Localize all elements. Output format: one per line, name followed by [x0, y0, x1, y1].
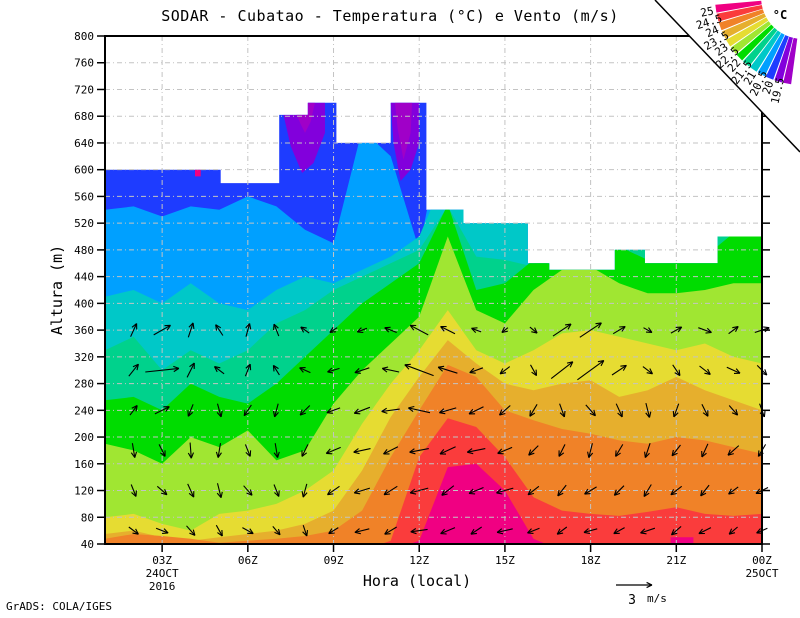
grid-lines — [105, 36, 762, 544]
x-tick-label: 06Z — [238, 554, 258, 567]
x-tick-label: 18Z — [581, 554, 601, 567]
generated-chart-layers: 800 760 720 680 640 600 560 520 480 440 400 360 320 2… — [74, 0, 800, 593]
legend-level-label: 23 — [712, 41, 730, 59]
contour-field — [105, 102, 762, 545]
y-tick-label: 360 — [74, 324, 94, 337]
legend-wedge — [716, 5, 763, 22]
legend-wedge — [774, 36, 793, 83]
y-tick-label: 680 — [74, 110, 94, 123]
y-tick-label: 80 — [81, 511, 94, 524]
band-below-25 — [105, 463, 762, 545]
x-tick-label: 15Z — [495, 554, 515, 567]
y-tick-label: 560 — [74, 190, 94, 203]
wind-vectors — [128, 322, 770, 537]
legend-level-label: 19.5 — [768, 76, 787, 105]
legend-wedge — [743, 27, 778, 67]
legend-diagonal — [654, 0, 800, 153]
y-tick-label: 720 — [74, 83, 94, 96]
wind-scale-unit: m/s — [647, 592, 667, 605]
y-tick-label: 200 — [74, 431, 94, 444]
x-date-label: 24OCT — [146, 567, 179, 580]
y-tick-label: 520 — [74, 217, 94, 230]
y-tick-label: 800 — [74, 30, 94, 43]
legend-level-label: 21 — [741, 69, 759, 87]
x-axis-title: Hora (local) — [363, 572, 471, 590]
y-tick-label: 440 — [74, 271, 94, 284]
wind-scale-value: 3 — [628, 593, 636, 608]
x-date-label: 25OCT — [745, 567, 778, 580]
legend-wedge — [765, 35, 789, 80]
chart-title: SODAR - Cubatao - Temperatura (°C) e Ven… — [161, 7, 618, 25]
legend-level-label: 25 — [699, 4, 714, 19]
y-tick-label: 760 — [74, 57, 94, 70]
overlay-cold-core-1-outer — [283, 102, 325, 173]
y-tick-label: 400 — [74, 297, 94, 310]
band-below-24.5 — [105, 418, 762, 545]
legend-level-label: 20 — [760, 79, 777, 96]
plot-frame: 800 760 720 680 640 600 560 520 480 440 400 360 320 2… — [74, 30, 779, 593]
x-tick-label: 21Z — [666, 554, 686, 567]
legend-wedge — [718, 9, 765, 31]
overlay-cold-core-1-inner — [296, 102, 315, 133]
y-tick-label: 280 — [74, 378, 94, 391]
x-tick-label: 09Z — [324, 554, 344, 567]
x-tick-label: 00Z — [752, 554, 772, 567]
y-tick-label: 640 — [74, 137, 94, 150]
overlay-spot-top — [195, 168, 201, 177]
y-tick-label: 600 — [74, 164, 94, 177]
y-tick-label: 40 — [81, 538, 94, 551]
y-tick-label: 240 — [74, 404, 94, 417]
legend-wedge — [722, 13, 766, 39]
legend-unit-label: °C — [773, 8, 787, 22]
legend-wedge — [726, 17, 769, 47]
y-tick-label: 120 — [74, 485, 94, 498]
y-tick-label: 160 — [74, 458, 94, 471]
legend-wedge — [783, 37, 798, 85]
x-date-label: 2016 — [149, 580, 176, 593]
y-axis-title: Altura (m) — [48, 245, 66, 335]
x-tick-label: 12Z — [409, 554, 429, 567]
wind-scale-arrow — [616, 581, 653, 589]
legend-wedge — [715, 0, 762, 13]
y-tick-label: 480 — [74, 244, 94, 257]
legend-wedge — [736, 24, 774, 61]
legend-wedge — [750, 30, 781, 72]
overlay-cold-core-2-inner — [394, 102, 413, 160]
legend-level-label: 24 — [704, 23, 722, 40]
legend-wedge — [730, 21, 771, 54]
legend-wedge — [757, 33, 785, 77]
y-tick-label: 320 — [74, 351, 94, 364]
credit-text: GrADS: COLA/IGES — [6, 600, 112, 613]
x-tick-label: 03Z — [152, 554, 172, 567]
